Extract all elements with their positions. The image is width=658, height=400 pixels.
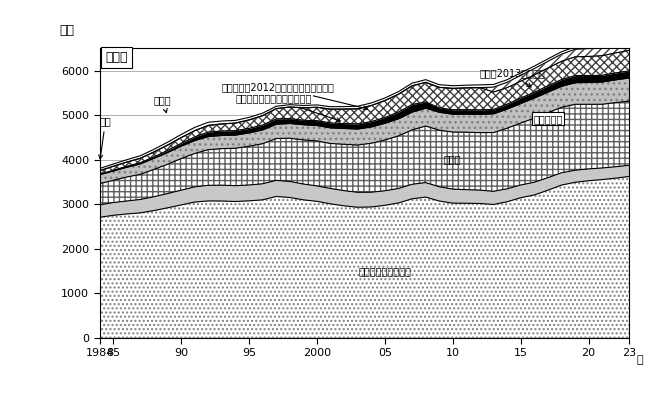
Text: パート: パート <box>444 154 462 164</box>
Text: アルバイト: アルバイト <box>533 114 563 124</box>
Text: 契約社員（2012年以前は嘱託を含む）: 契約社員（2012年以前は嘱託を含む） <box>222 82 367 110</box>
Text: 労働者派遣事業所の派遣社員: 労働者派遣事業所の派遣社員 <box>236 94 340 122</box>
Text: 正規の職員・従業員: 正規の職員・従業員 <box>359 266 411 276</box>
Text: 年: 年 <box>636 355 643 365</box>
Text: その他: その他 <box>154 95 172 113</box>
Text: 万人: 万人 <box>60 24 75 37</box>
Text: 男女計: 男女計 <box>105 51 128 64</box>
Text: 嘱託（2013年以降）: 嘱託（2013年以降） <box>480 69 545 87</box>
Text: 役員: 役員 <box>99 116 111 159</box>
